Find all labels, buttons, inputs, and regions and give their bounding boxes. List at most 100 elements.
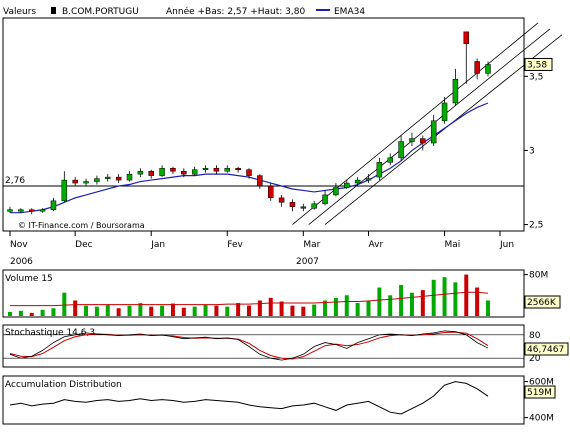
last-price-box [524, 57, 553, 71]
volume-bar [181, 307, 186, 316]
volume-last-label: 2566K [527, 298, 557, 308]
volume-bar [29, 312, 34, 316]
candle-body [322, 194, 328, 205]
main-panel-frame [2, 17, 525, 232]
candle-body [344, 182, 350, 188]
candle-body [213, 167, 220, 172]
candle-body [289, 202, 296, 208]
y-tick-label: 2,5 [529, 221, 543, 231]
volume-bar [355, 303, 360, 316]
candle-body [420, 138, 426, 144]
candle-body [159, 167, 165, 176]
header-left-label: Valeurs [3, 7, 36, 17]
candle-body [7, 209, 13, 212]
volume-bar [323, 300, 328, 316]
volume-bar [62, 292, 67, 316]
candle-body [485, 64, 491, 74]
stoch-k-line [9, 330, 489, 361]
volume-bar [138, 303, 143, 316]
candle-body [354, 179, 361, 184]
candle-body [50, 200, 57, 210]
candle-body [365, 178, 372, 181]
stoch-tick-label: 80 [529, 331, 541, 341]
x-tick-label: Jan [150, 240, 165, 250]
x-tick-label: Nov [10, 240, 28, 250]
volume-average-line [10, 291, 489, 307]
candle-body [72, 179, 78, 184]
volume-bar [388, 295, 393, 316]
volume-bar [236, 303, 241, 316]
volume-bar [18, 310, 23, 316]
volume-bar [399, 284, 404, 316]
x-tick-label: Dec [75, 240, 92, 250]
candle-body [115, 176, 122, 181]
candle-body [398, 141, 404, 159]
volume-bar [105, 304, 110, 316]
candle-body [267, 185, 274, 199]
volume-bar [257, 300, 262, 316]
candle-body [278, 197, 285, 203]
volume-bar [170, 303, 175, 316]
volume-bar [127, 305, 132, 316]
candle-body [202, 167, 209, 170]
volume-title: Volume 15 [5, 274, 53, 284]
candle-body [126, 173, 133, 181]
volume-bar [203, 304, 208, 316]
candle-body [376, 162, 383, 178]
volume-bar [409, 292, 414, 316]
ad-tick-label: 600M [529, 378, 554, 388]
ad-title: Accumulation Distribution [5, 380, 122, 390]
ad-panel-frame [2, 375, 525, 425]
channel-middle [308, 28, 551, 225]
candle-body [170, 167, 176, 172]
volume-bar [377, 287, 382, 316]
volume-tick-label: 80M [529, 271, 548, 281]
volume-bar [333, 297, 338, 316]
volume-bar [51, 308, 56, 316]
candle-body [474, 61, 480, 74]
ad-last-box [524, 385, 556, 399]
candle-body [94, 178, 100, 182]
stoch-tick-label: 20 [529, 354, 541, 364]
watermark: © IT-Finance.com / Boursorama [18, 221, 145, 230]
volume-bar [301, 306, 306, 316]
year-label-2006: 2006 [10, 257, 33, 267]
candle-body [137, 170, 144, 175]
candle-body [181, 170, 187, 175]
candle-body [83, 181, 89, 184]
ad-last-label: 519M [527, 388, 552, 398]
candle-body [463, 31, 470, 44]
stoch-title: Stochastique 14,6,3 [5, 328, 95, 338]
channel-lower [324, 34, 563, 225]
candle-body [148, 170, 154, 176]
ticker-marker [51, 7, 56, 14]
volume-bar [149, 306, 154, 316]
candle-body [235, 167, 241, 170]
x-tick-label: Mai [445, 240, 461, 250]
volume-bar [442, 277, 447, 316]
volume-panel-frame [2, 269, 525, 318]
stoch-last-box [524, 342, 569, 356]
ticker-label: B.COM.PORTUGU [62, 7, 139, 17]
volume-bar [8, 311, 12, 316]
candle-body [246, 169, 252, 176]
candle-body [441, 102, 448, 122]
ema-label: EMA34 [334, 7, 365, 17]
volume-bar [192, 306, 197, 316]
volume-bar [160, 305, 165, 316]
volume-bar [94, 306, 99, 316]
candle-body [28, 209, 35, 212]
candle-body [39, 209, 46, 212]
volume-bar [279, 301, 284, 316]
ad-tick-label: 400M [529, 414, 554, 424]
volume-bar [366, 300, 371, 316]
volume-bar [214, 305, 219, 316]
volume-bar [464, 274, 469, 316]
candle-body [452, 79, 459, 104]
volume-bar [344, 295, 349, 316]
candle-body [430, 120, 437, 144]
candle-body [387, 157, 393, 163]
candle-body [61, 179, 68, 202]
volume-bar [453, 282, 458, 316]
